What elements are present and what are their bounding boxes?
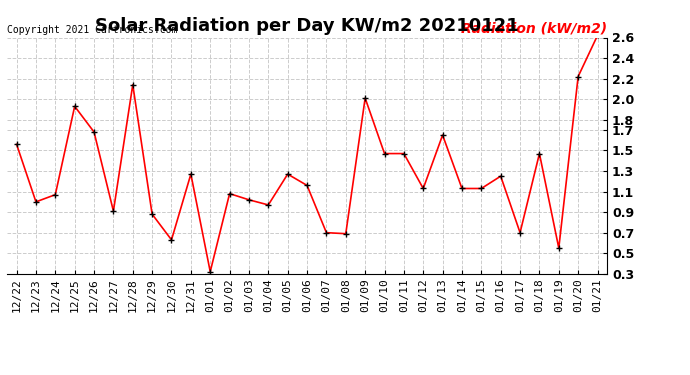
Title: Solar Radiation per Day KW/m2 20210121: Solar Radiation per Day KW/m2 20210121 xyxy=(95,16,519,34)
Text: Copyright 2021 Cartronics.com: Copyright 2021 Cartronics.com xyxy=(7,25,177,35)
Text: Radiation (kW/m2): Radiation (kW/m2) xyxy=(461,21,607,35)
